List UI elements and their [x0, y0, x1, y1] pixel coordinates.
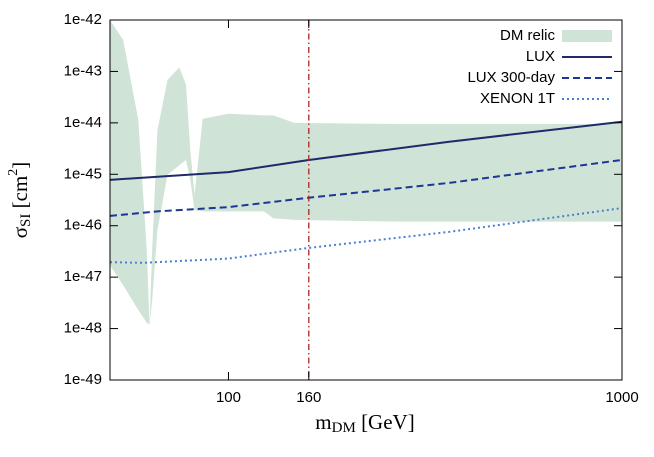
legend-label: LUX 300-day — [467, 69, 555, 86]
y-label-main: σ — [8, 227, 32, 238]
plot-frame — [109, 19, 623, 381]
y-tick-label: 1e-48 — [64, 320, 102, 337]
series-line — [109, 158, 623, 217]
y-label-sub: SI — [18, 214, 34, 227]
y-label-sup: 2 — [6, 169, 21, 176]
legend-label: LUX — [526, 48, 555, 65]
y-axis-label: σSI [cm2] — [6, 162, 34, 239]
legend-swatch — [562, 30, 612, 42]
x-tick-label: 100 — [216, 389, 241, 406]
y-label-end: ] — [8, 162, 32, 169]
legend-label: XENON 1T — [480, 90, 555, 107]
y-tick-label: 1e-43 — [64, 62, 102, 79]
x-label-rest: [GeV] — [356, 410, 415, 434]
x-tick-label: 1000 — [605, 389, 638, 406]
y-tick-label: 1e-47 — [64, 268, 102, 285]
x-label-main: m — [315, 410, 331, 434]
y-tick-label: 1e-44 — [64, 114, 102, 131]
y-label-rest: [cm — [8, 176, 32, 214]
y-tick-label: 1e-49 — [64, 371, 102, 388]
legend-label: DM relic — [500, 27, 555, 44]
x-label-sub: DM — [332, 420, 356, 436]
y-tick-label: 1e-45 — [64, 165, 102, 182]
y-tick-label: 1e-46 — [64, 217, 102, 234]
y-tick-label: 1e-42 — [64, 11, 102, 28]
series-line — [109, 207, 623, 264]
relic-band — [110, 20, 622, 325]
x-axis-label: mDM [GeV] — [315, 410, 414, 437]
x-tick-label: 160 — [296, 389, 321, 406]
